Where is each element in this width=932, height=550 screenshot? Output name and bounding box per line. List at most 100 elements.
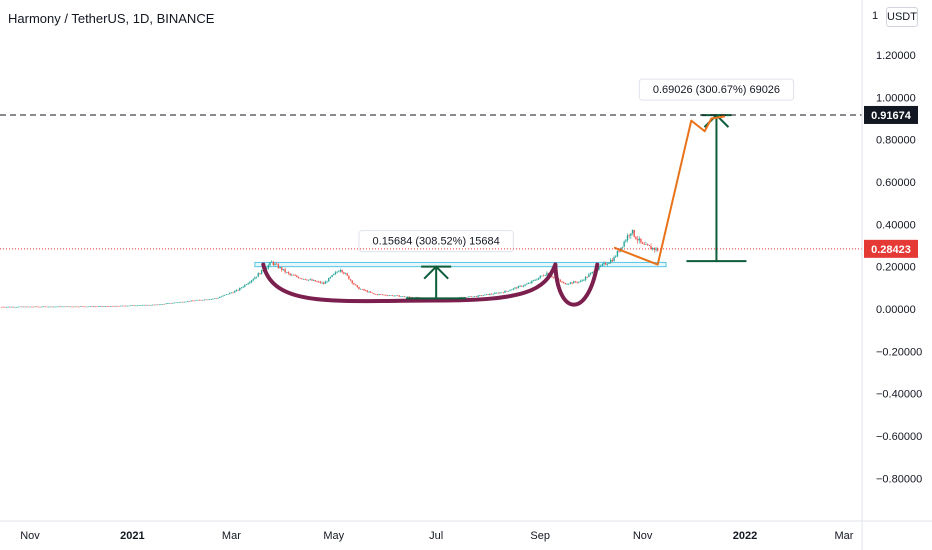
candle-body (133, 305, 135, 306)
candle-body (502, 292, 504, 294)
candle-body (640, 238, 642, 243)
candle-body (301, 278, 303, 279)
candle-body (173, 302, 176, 304)
candle-body (19, 306, 21, 308)
candle-body (57, 306, 60, 308)
candle-body (151, 304, 154, 306)
candle-body (651, 247, 654, 250)
candle-body (116, 305, 118, 307)
x-tick-label: Nov (633, 530, 653, 542)
candle-body (252, 279, 254, 281)
candle-body (161, 303, 164, 305)
candle-body (121, 305, 124, 307)
candle-body (591, 271, 593, 274)
candle-body (408, 296, 411, 298)
candle-body (124, 305, 127, 307)
candle-body (198, 299, 201, 301)
candle-body (633, 229, 635, 237)
candle-body (222, 295, 224, 297)
candle-body (260, 269, 263, 275)
candle-body (237, 289, 239, 291)
candle-body (254, 277, 256, 280)
projection-line (613, 115, 725, 266)
cup-pattern (261, 262, 600, 307)
x-tick-label: 2021 (120, 530, 144, 542)
candle-body (573, 281, 575, 284)
candle-body (474, 296, 476, 297)
candle-body (299, 278, 301, 279)
x-tick-label: Sep (530, 530, 550, 542)
x-tick-label: Mar (835, 530, 854, 542)
candle-body (584, 276, 587, 281)
candle-body (568, 283, 570, 285)
candle-body (247, 283, 249, 285)
candle-body (391, 295, 394, 296)
candle-body (561, 281, 563, 283)
candle-body (406, 296, 409, 298)
candle-body (482, 295, 484, 296)
candle-body (265, 268, 268, 270)
candle-body (202, 300, 204, 301)
candle-body (470, 296, 473, 298)
candle-body (517, 286, 520, 289)
candle-body (109, 306, 112, 307)
candle-body (42, 306, 45, 308)
candle-body (119, 305, 122, 307)
candle-body (393, 295, 395, 297)
y-tick-label: −0.40000 (876, 389, 922, 401)
candle-body (123, 305, 125, 307)
candle-body (14, 306, 16, 308)
candle-body (39, 306, 41, 308)
candle-body (551, 275, 553, 278)
candle-body (145, 304, 147, 306)
candle-body (306, 279, 308, 281)
candle-body (250, 280, 253, 283)
candle-body (309, 279, 311, 281)
candle-body (114, 305, 117, 307)
x-tick-label: Nov (20, 530, 40, 542)
candle-body (492, 293, 494, 295)
candle-body (205, 299, 207, 301)
candle-body (368, 291, 370, 293)
candle-body (364, 290, 367, 291)
candle-body (4, 306, 6, 308)
candle-body (621, 246, 624, 248)
candle-body (636, 239, 639, 241)
candle-body (182, 301, 184, 303)
candle-body (522, 285, 525, 287)
candle-body (381, 294, 384, 296)
candle-body (324, 281, 327, 284)
y-tick-label: −0.20000 (876, 346, 922, 358)
candle-body (25, 306, 28, 308)
candle-body (526, 283, 528, 285)
candle-body (635, 236, 637, 240)
candle-body (71, 306, 73, 308)
candle-body (52, 306, 55, 308)
candle-body (239, 288, 241, 291)
candle-body (487, 294, 489, 295)
candle-body (606, 263, 609, 265)
candle-body (93, 306, 95, 308)
candle-body (484, 294, 486, 296)
candle-body (341, 269, 343, 273)
candle-body (378, 294, 380, 295)
candle-body (234, 290, 236, 293)
candle-body (220, 296, 223, 298)
candle-body (171, 302, 174, 304)
candle-body (249, 282, 251, 284)
candle-body (516, 287, 518, 289)
candle-body (212, 298, 214, 300)
candle-body (351, 280, 353, 284)
candle-body (5, 306, 8, 308)
currency-selector[interactable]: USDT (886, 7, 918, 27)
candle-body (505, 290, 508, 292)
candle-body (521, 285, 523, 287)
candle-body (79, 306, 82, 308)
candle-body (314, 280, 317, 282)
candle-body (10, 306, 13, 308)
candle-body (267, 265, 270, 269)
candle-body (534, 280, 536, 281)
y-tick-label: 0.00000 (876, 304, 916, 316)
candle-body (500, 292, 503, 294)
